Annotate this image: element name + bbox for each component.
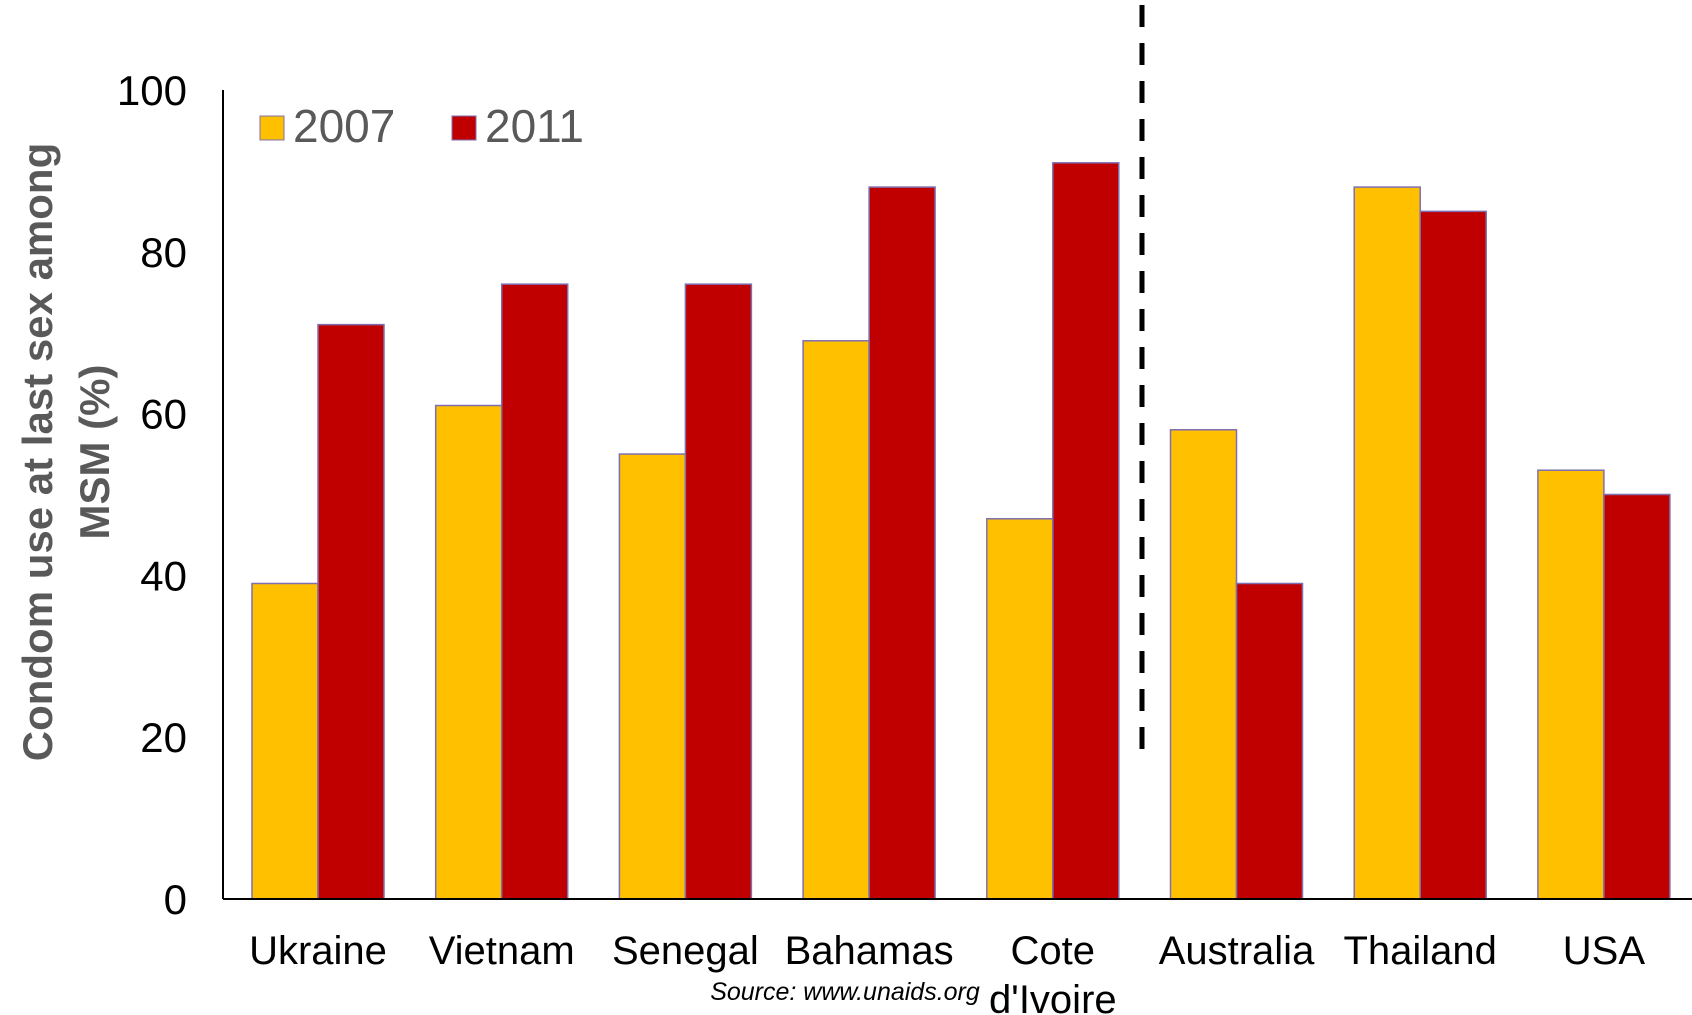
y-tick-label: 80 (140, 229, 187, 276)
x-tick-labels: Ukraine Vietnam Senegal Bahamas Cote d'Ivoire… (249, 929, 1645, 1015)
bar-2011-senegal (684, 283, 753, 900)
bar-2007-senegal (618, 453, 687, 900)
legend-swatch-2007 (259, 115, 285, 141)
legend-label-2007: 2007 (293, 100, 395, 152)
bar-2011-vietnam (500, 283, 569, 900)
y-tick-label: 100 (117, 67, 187, 114)
y-tick-label: 60 (140, 391, 187, 438)
bar-2011-australia (1235, 582, 1304, 900)
legend-label-2011: 2011 (485, 100, 584, 152)
y-tick-label: 20 (140, 714, 187, 761)
bar-2011-ukraine (317, 323, 385, 900)
y-tick-labels: 0 20 40 60 80 100 (117, 67, 187, 923)
y-axis-label: Condom use at last sex among MSM (%) (14, 143, 118, 761)
legend: 2007 2011 (259, 100, 584, 152)
x-tick-label: Australia (1159, 929, 1315, 973)
bar-2007-bahamas (802, 340, 870, 900)
source-annotation: Source: www.unaids.org (710, 978, 980, 1006)
x-tick-label: Thailand (1343, 929, 1496, 973)
x-tick-label: Cote d'Ivoire (989, 929, 1117, 1015)
bar-2007-australia (1169, 429, 1238, 900)
x-tick-label: Vietnam (429, 929, 575, 973)
bar-2007-vietnam (434, 404, 503, 900)
bars-group (251, 162, 1671, 900)
legend-swatch-2011 (451, 115, 477, 141)
axes-group (222, 90, 1692, 900)
bar-2007-cote-divoire (986, 518, 1054, 900)
bar-2007-thailand (1353, 186, 1421, 900)
x-tick-label: USA (1563, 929, 1646, 973)
bar-2011-bahamas (868, 186, 936, 900)
bar-2011-usa (1603, 493, 1671, 900)
x-tick-label: Bahamas (785, 929, 954, 973)
x-tick-label: Senegal (612, 929, 759, 973)
y-tick-label: 40 (140, 552, 187, 599)
bar-2007-usa (1537, 469, 1605, 900)
bar-2011-thailand (1419, 210, 1487, 900)
y-tick-label: 0 (164, 876, 187, 923)
bar-2011-cote-divoire (1052, 162, 1120, 900)
bar-2007-ukraine (251, 582, 319, 900)
x-tick-label: Ukraine (249, 929, 387, 973)
